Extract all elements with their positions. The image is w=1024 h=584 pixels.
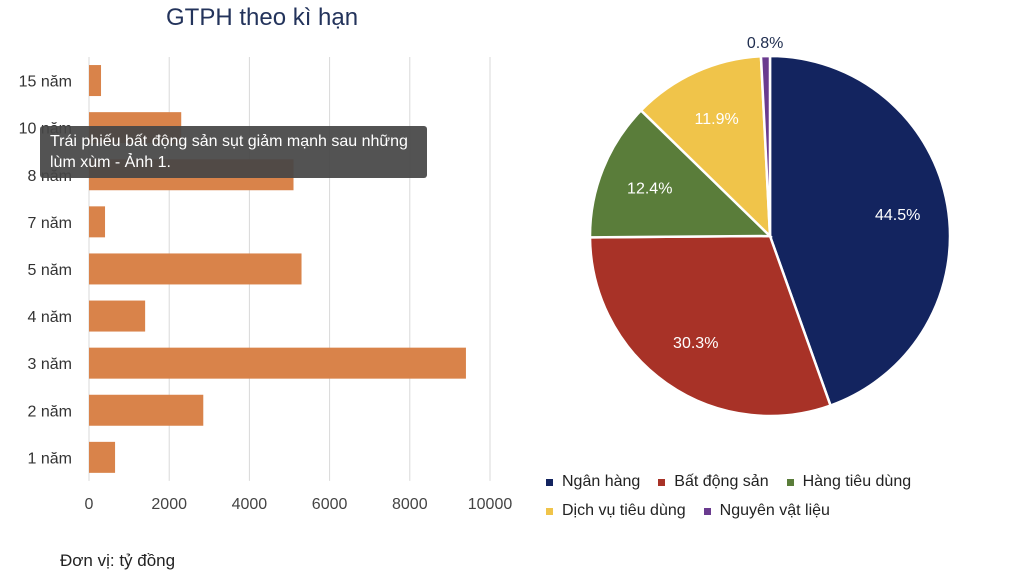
y-tick-label: 2 năm [28,403,72,420]
x-tick-label: 10000 [468,496,513,513]
pie-chart: 44.5% 30.3% 12.4% 11.9% 0.8% [588,35,952,418]
pie-data-label: 0.8% [747,35,783,52]
legend-item-ngan-hang: Ngân hàng [546,473,640,491]
y-tick-label: 3 năm [28,356,72,373]
legend-label: Bất động sản [674,473,769,490]
legend-item-hang-tieu-dung: Hàng tiêu dùng [786,473,912,491]
y-tick-label: 1 năm [28,450,72,467]
legend-label: Nguyên vật liệu [719,502,830,519]
pie-data-label: 12.4% [627,181,672,198]
bar [89,253,302,285]
pie-slice [588,108,774,239]
legend-label: Ngân hàng [562,473,641,490]
x-tick-label: 4000 [232,496,268,513]
pie-slice [759,54,772,237]
pie-slice [639,54,772,240]
y-tick-label: 15 năm [19,74,72,91]
bar-chart-title: GTPH theo kì hạn [166,4,359,31]
y-tick-label: 5 năm [28,262,72,279]
legend-row-2: Dịch vụ tiêu dùng Nguyên vật liệu [546,502,1016,520]
legend-swatch [786,478,794,486]
bar [89,441,116,473]
bar [89,347,466,379]
bar [89,206,106,238]
bar [89,300,146,332]
unit-note: Đơn vị: tỷ đồng [60,551,176,570]
image-caption-tooltip: Trái phiếu bất động sản sụt giảm mạnh sa… [40,126,427,178]
y-tick-label: 4 năm [28,309,72,326]
legend-item-bat-dong-san: Bất động sản [658,473,769,491]
legend-swatch [546,507,553,515]
x-tick-label: 2000 [151,496,187,513]
x-tick-label: 0 [85,496,94,513]
legend-item-dich-vu-tieu-dung: Dịch vụ tiêu dùng [546,502,686,520]
pie-data-label: 30.3% [673,335,718,352]
pie-data-label: 44.5% [875,207,920,224]
legend-item-nguyen-vat-lieu: Nguyên vật liệu [703,502,830,520]
legend-row-1: Ngân hàng Bất động sản Hàng tiêu dùng [546,473,1016,491]
legend-swatch [546,478,553,486]
bar [89,394,204,426]
legend-label: Dịch vụ tiêu dùng [562,502,686,519]
pie-data-label: 11.9% [695,111,739,128]
pie-slice [768,54,952,408]
pie-slice [588,234,833,418]
legend-label: Hàng tiêu dùng [802,473,912,490]
legend-swatch [703,507,711,515]
bar [89,65,102,97]
pie-legend: Ngân hàng Bất động sản Hàng tiêu dùng Dị… [546,473,1016,531]
y-tick-label: 7 năm [28,215,72,232]
x-tick-label: 6000 [312,496,348,513]
x-tick-label: 8000 [392,496,428,513]
legend-swatch [658,478,666,486]
